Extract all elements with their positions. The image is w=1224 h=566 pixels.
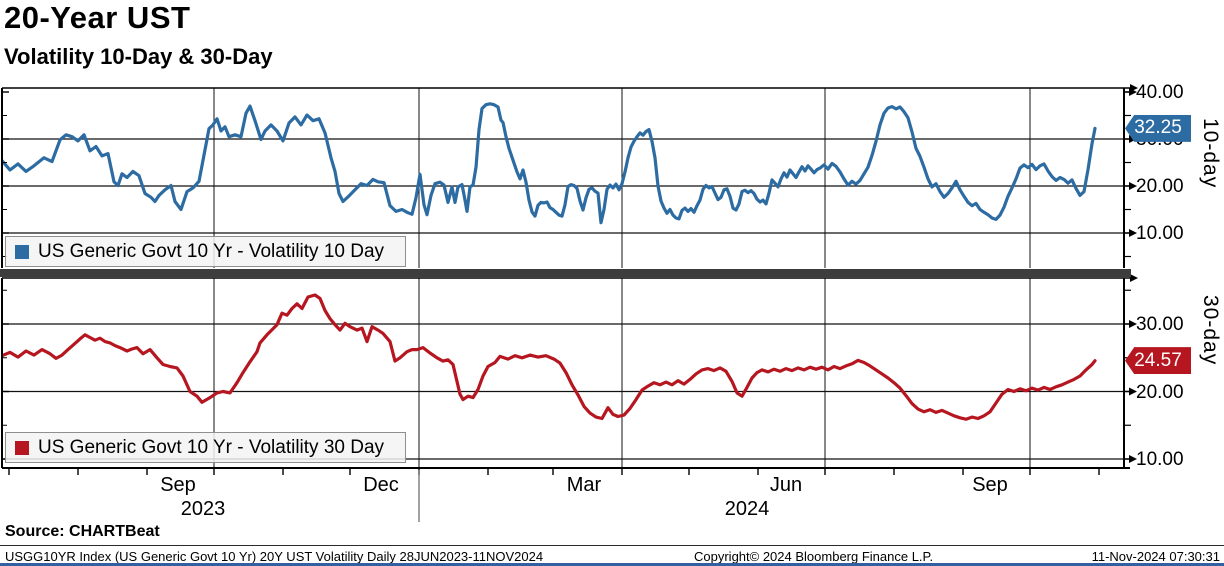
window-bottom-border (0, 563, 1224, 566)
x-axis-month-label: Jun (769, 474, 803, 496)
footer-timestamp: 11-Nov-2024 07:30:31 (1091, 549, 1220, 564)
footer-index-description: USGG10YR Index (US Generic Govt 10 Yr) 2… (5, 549, 544, 564)
x-axis-month-label: Dec (363, 474, 399, 496)
footer-copyright: Copyright© 2024 Bloomberg Finance L.P. (694, 549, 934, 564)
panel-separator (0, 269, 1131, 277)
x-axis-year-label: 2023 (180, 498, 226, 520)
source-label: Source: CHARTBeat (5, 523, 160, 540)
legend-label: US Generic Govt 10 Yr - Volatility 10 Da… (38, 240, 385, 262)
y-axis-tick-label: 20.00 (1136, 176, 1184, 197)
legend-volatility-30day[interactable]: US Generic Govt 10 Yr - Volatility 30 Da… (5, 432, 406, 463)
y-axis-tick-label: 10.00 (1136, 223, 1184, 244)
axis-title-30day: 30-day (1199, 295, 1222, 366)
y-axis-tick-label: 40.00 (1136, 82, 1184, 103)
y-axis-tick-label: 10.00 (1136, 449, 1184, 470)
y-axis-tick-label: 30.00 (1136, 314, 1184, 335)
legend-label: US Generic Govt 10 Yr - Volatility 30 Da… (38, 436, 385, 458)
page-subtitle: Volatility 10-Day & 30-Day (4, 44, 273, 69)
page-title: 20-Year UST (4, 0, 191, 35)
last-value-badge-30day: 24.57 (1125, 347, 1191, 375)
legend-swatch-blue-icon (15, 244, 29, 259)
x-axis-year-label: 2024 (724, 498, 770, 520)
last-value-badge-10day: 32.25 (1125, 114, 1191, 142)
x-axis-month-label: Sep (972, 474, 1008, 496)
x-axis-month-label: Mar (566, 474, 602, 496)
legend-swatch-red-icon (15, 440, 29, 455)
footer-divider (0, 545, 1224, 546)
y-axis-tick-label: 20.00 (1136, 381, 1184, 403)
axis-title-10day: 10-day (1199, 118, 1222, 189)
legend-volatility-10day[interactable]: US Generic Govt 10 Yr - Volatility 10 Da… (5, 236, 406, 267)
x-axis-month-label: Sep (160, 474, 196, 496)
